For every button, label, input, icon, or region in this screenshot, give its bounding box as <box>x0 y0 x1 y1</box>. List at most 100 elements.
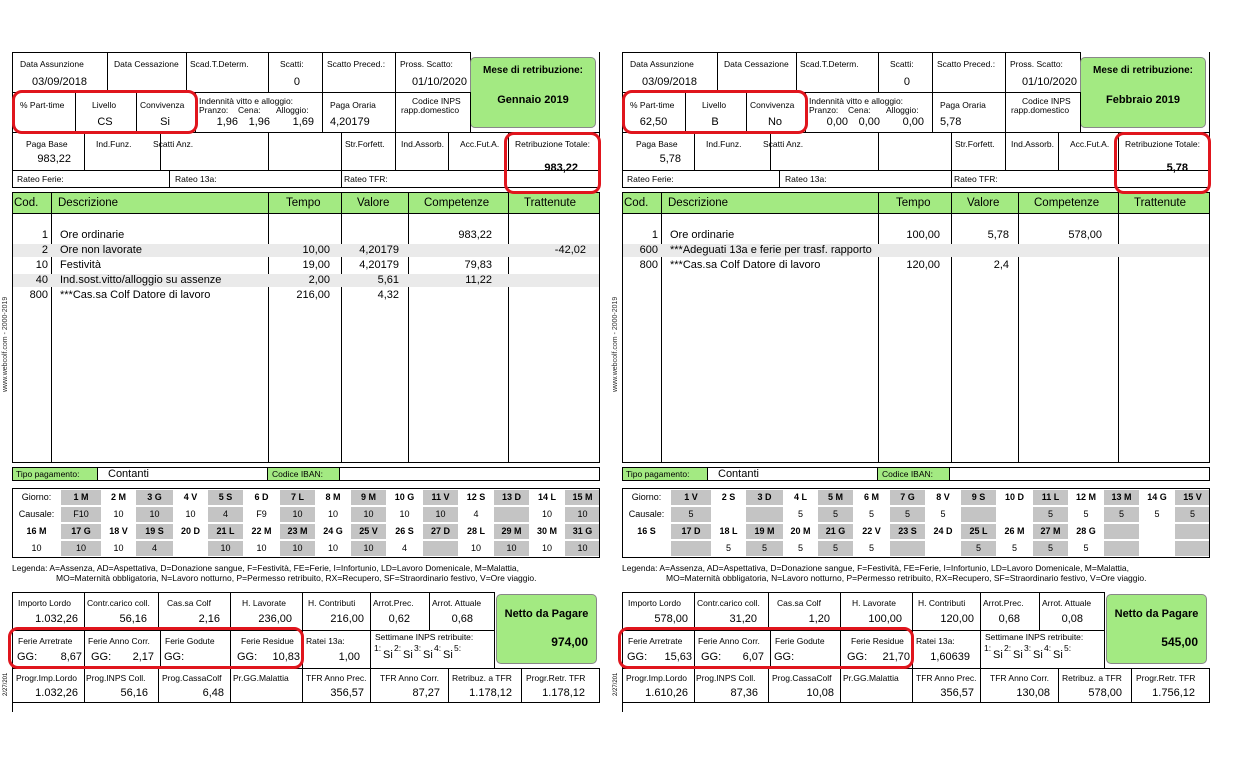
cal-day: 7 G <box>890 490 925 505</box>
label-ind-assorb: Ind.Assorb. <box>1011 139 1054 149</box>
label-progr_retr_tfr: Progr.Retr. TFR <box>1136 673 1196 683</box>
label-netto: Netto da Pagare <box>1114 608 1199 620</box>
payment-row <box>12 467 600 481</box>
cal-causale: 10 <box>494 541 529 556</box>
cal-day: 14 G <box>1147 492 1167 502</box>
cal-day: 19 S <box>136 524 173 539</box>
cal-day: 6 M <box>863 492 879 502</box>
table-row: 1 Ore ordinarie 100,00 5,78 578,00 <box>622 229 1210 244</box>
table-row-shade <box>623 244 1209 257</box>
livello-value: CS <box>97 116 113 128</box>
label-scatti-anz: Scatti Anz. <box>763 139 804 149</box>
label-imp_lordo: Importo Lordo <box>628 598 681 608</box>
cal-day: 30 M <box>536 526 557 536</box>
arrot_prec-value: 0,68 <box>998 613 1020 625</box>
label-retrib-totale: Retribuzione Totale: <box>1125 139 1200 149</box>
h_contributi-value: 216,00 <box>330 613 364 625</box>
label-gg: GG: <box>237 651 258 663</box>
row-valore: 2,4 <box>993 259 1009 271</box>
highlight-ferie <box>618 627 914 669</box>
cal-causale <box>671 541 711 556</box>
watermark: www.webcolf.com - 2000-2019 <box>612 296 619 392</box>
label-cessazione: Data Cessazione <box>724 59 789 69</box>
label-h_lavorate: H. Lavorate <box>852 598 896 608</box>
cal-causale <box>423 541 458 556</box>
highlight-retribuzione <box>1114 132 1211 194</box>
cal-label-giorno: Giorno: <box>12 490 61 505</box>
table-row: 800 ***Cas.sa Colf Datore di lavoro 216,00… <box>12 289 600 304</box>
legend-line-2: MO=Maternità obbligatoria, N=Lavoro nott… <box>56 573 537 583</box>
side-code: 2/27/201 <box>3 672 9 696</box>
legend-line-1: Legenda: A=Assenza, AD=Aspettativa, D=Do… <box>622 563 1129 573</box>
sett-num: 5: <box>1064 643 1072 653</box>
label-gg: GG: <box>701 651 722 663</box>
tfr_anno_corr-value: 87,27 <box>412 687 440 699</box>
sett-num: 4: <box>434 643 442 653</box>
cal-causale: 10 <box>208 541 243 556</box>
cal-causale: F10 <box>61 507 101 522</box>
cal-causale: 10 <box>136 507 173 522</box>
row-tratt: -42,02 <box>554 244 586 256</box>
cal-causale: 5 <box>1033 507 1068 522</box>
cal-day: 3 G <box>136 490 173 505</box>
label-gg: GG: <box>164 651 185 663</box>
h_lavorate-value: 236,00 <box>258 613 292 625</box>
label-indennita: Indennità vitto e alloggio: <box>199 96 294 106</box>
row-valore: 5,78 <box>987 229 1009 241</box>
table-row: 10 Festività 19,00 4,20179 79,83 <box>12 259 600 274</box>
label-retrib_tfr: Retribuz. a TFR <box>1062 673 1122 683</box>
cal-label-causale: Causale: <box>18 509 55 519</box>
sett-val: Si <box>1033 649 1043 661</box>
month-box <box>1080 57 1206 128</box>
col-header: Cod. <box>624 197 649 209</box>
label-ferie-arr: Ferie Arretrate <box>628 636 683 646</box>
cal-day: 25 L <box>961 524 996 539</box>
cal-day: 17 D <box>671 524 711 539</box>
sett-val: Si <box>383 649 393 661</box>
prog_inps-value: 87,36 <box>730 687 758 699</box>
label-gg: GG: <box>91 651 112 663</box>
sett-val: Si <box>1053 649 1063 661</box>
cal-day: 16 M <box>26 526 47 536</box>
row-cod: 600 <box>639 244 658 256</box>
row-desc: Ind.sost.vitto/alloggio su assenze <box>60 274 222 286</box>
label-ferie-res: Ferie Residue <box>241 636 294 646</box>
cal-causale: 10 <box>31 543 42 553</box>
cal-day: 21 L <box>208 524 243 539</box>
ferie-anno-value: 2,17 <box>132 651 154 663</box>
col-header: Competenze <box>1034 197 1100 209</box>
calendar-grid <box>12 488 600 558</box>
row-desc: ***Adeguati 13a e ferie per trasf. rappo… <box>670 244 872 256</box>
label-rateo-13a: Rateo 13a: <box>785 174 827 184</box>
month-value: Gennaio 2019 <box>497 94 569 106</box>
label-pranzo: Pranzo: <box>809 105 839 115</box>
label-cena: Cena: <box>238 105 261 115</box>
arrot_att-value: 0,08 <box>1061 613 1083 625</box>
label-assunzione: Data Assunzione <box>630 59 694 69</box>
sett-num: 5: <box>454 643 462 653</box>
cal-day: 8 M <box>325 492 341 502</box>
row-cod: 1 <box>41 229 48 241</box>
cal-causale: 5 <box>1175 507 1210 522</box>
label-pross-scatto: Pross. Scatto: <box>400 59 453 69</box>
arrot_prec-value: 0,62 <box>388 613 410 625</box>
watermark: www.webcolf.com - 2000-2019 <box>2 296 9 392</box>
label-acc-fut: Acc.Fut.A. <box>1070 139 1110 149</box>
cal-day: 28 G <box>1076 526 1096 536</box>
ferie-res-value: 10,83 <box>272 651 300 663</box>
label-tfr_anno_corr: TFR Anno Corr. <box>380 673 440 683</box>
cal-day: 27 D <box>423 524 458 539</box>
table-row: 1 Ore ordinarie 983,22 <box>12 229 600 244</box>
month-value: Febbraio 2019 <box>1106 94 1180 106</box>
progr_retr_tfr-value: 1.756,12 <box>1152 687 1195 699</box>
cal-day: 27 M <box>1033 524 1068 539</box>
label-h_lavorate: H. Lavorate <box>242 598 286 608</box>
progr_retr_tfr-value: 1.178,12 <box>542 687 585 699</box>
label-pr_gg_mal: Pr.GG.Malattia <box>233 673 289 683</box>
cal-causale <box>494 507 529 522</box>
label-ferie-res: Ferie Residue <box>851 636 904 646</box>
cal-day: 20 D <box>180 526 200 536</box>
col-header: Valore <box>967 197 1000 209</box>
cal-causale: F9 <box>256 509 267 519</box>
cal-causale: 5 <box>818 541 853 556</box>
